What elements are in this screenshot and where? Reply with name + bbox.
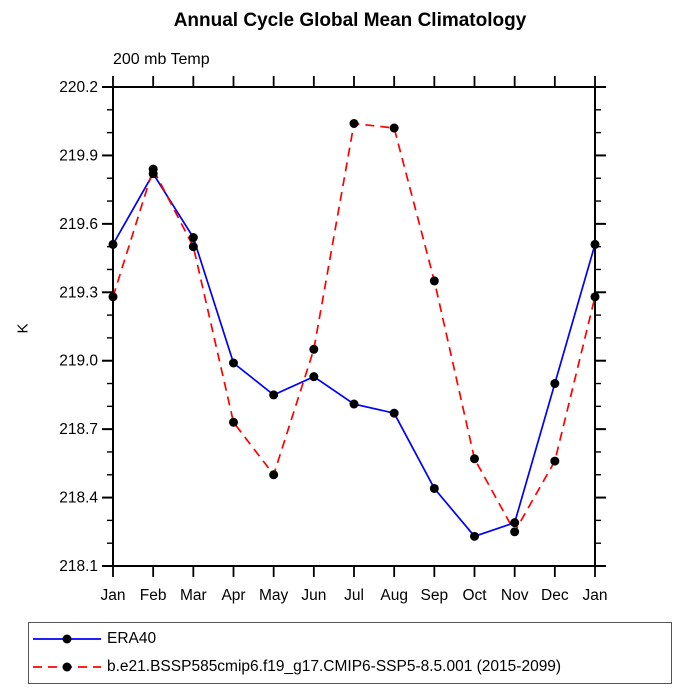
- data-point-marker-era40: [389, 408, 399, 418]
- data-point-marker-era40: [309, 372, 319, 382]
- x-axis-tick-label: Sep: [421, 587, 449, 604]
- data-point-marker-era40: [108, 239, 118, 249]
- data-point-marker-era40: [550, 379, 560, 389]
- x-axis-tick-label: Feb: [140, 587, 167, 604]
- data-point-marker-model: [510, 527, 520, 537]
- legend-label-model: b.e21.BSSP585cmip6.f19_g17.CMIP6-SSP5-8.…: [107, 658, 562, 675]
- data-point-marker-model: [470, 454, 479, 464]
- y-axis-tick-label: 218.4: [59, 490, 98, 507]
- chart-title: Annual Cycle Global Mean Climatology: [173, 10, 527, 31]
- y-axis-tick-label: 219.0: [59, 353, 98, 370]
- model-line-sample-icon: [33, 662, 101, 672]
- data-point-marker-model: [309, 344, 319, 354]
- chart-subtitle: 200 mb Temp: [113, 51, 210, 68]
- data-point-marker-model: [108, 292, 118, 302]
- data-point-marker-model: [269, 470, 279, 480]
- plot-area: 218.1 218.4 218.7 219.0 219.3 219.6 219.9 220.2…: [59, 76, 608, 604]
- data-point-marker-era40: [349, 399, 359, 409]
- data-point-marker-era40: [590, 239, 600, 249]
- x-axis-tick-label: Jan: [583, 587, 608, 604]
- data-point-marker-model: [349, 118, 359, 128]
- data-point-marker-era40: [429, 483, 439, 493]
- x-axis-tick-label: Aug: [380, 587, 408, 604]
- y-axis-tick-label: 219.9: [59, 147, 98, 164]
- y-axis-tick-label: 218.1: [59, 558, 98, 575]
- y-axis-tick-label: 219.3: [59, 284, 98, 301]
- legend-label-era40: ERA40: [107, 630, 157, 647]
- x-axis-tick-label: Jun: [301, 587, 326, 604]
- x-axis-tick-label: Nov: [501, 587, 529, 604]
- x-axis-tick-label: May: [259, 587, 289, 604]
- data-point-marker-model: [188, 242, 198, 252]
- data-point-marker-era40: [188, 233, 198, 243]
- legend-item-era40: ERA40: [29, 626, 671, 652]
- x-axis-tick-label: Oct: [462, 587, 487, 604]
- data-point-marker-era40: [510, 518, 520, 528]
- legend-item-model: b.e21.BSSP585cmip6.f19_g17.CMIP6-SSP5-8.…: [29, 654, 671, 680]
- series-line-era40: [112, 172, 596, 538]
- data-point-marker-model: [590, 292, 600, 302]
- series-line-model: [112, 122, 596, 534]
- data-point-marker-model: [229, 417, 238, 427]
- y-axis-tick-label: 218.7: [59, 421, 98, 438]
- x-axis-tick-label: Dec: [541, 587, 569, 604]
- data-point-marker-model: [429, 276, 439, 286]
- data-point-marker-era40: [470, 531, 479, 541]
- x-axis-tick-label: Jan: [101, 587, 126, 604]
- legend: ERA40 b.e21.BSSP585cmip6.f19_g17.CMIP6-S…: [28, 622, 672, 684]
- data-point-marker-era40: [269, 390, 279, 400]
- y-axis-tick-label: 220.2: [59, 79, 98, 96]
- data-point-marker-model: [148, 164, 158, 174]
- data-point-marker-model: [550, 456, 560, 466]
- data-point-marker-era40: [229, 358, 238, 368]
- y-axis-tick-label: 219.6: [59, 216, 98, 233]
- era40-line-sample-icon: [33, 634, 101, 644]
- data-point-marker-model: [389, 123, 399, 133]
- x-axis-tick-label: Mar: [180, 587, 207, 604]
- x-axis-tick-label: Jul: [344, 587, 364, 604]
- x-axis-tick-label: Apr: [221, 587, 245, 604]
